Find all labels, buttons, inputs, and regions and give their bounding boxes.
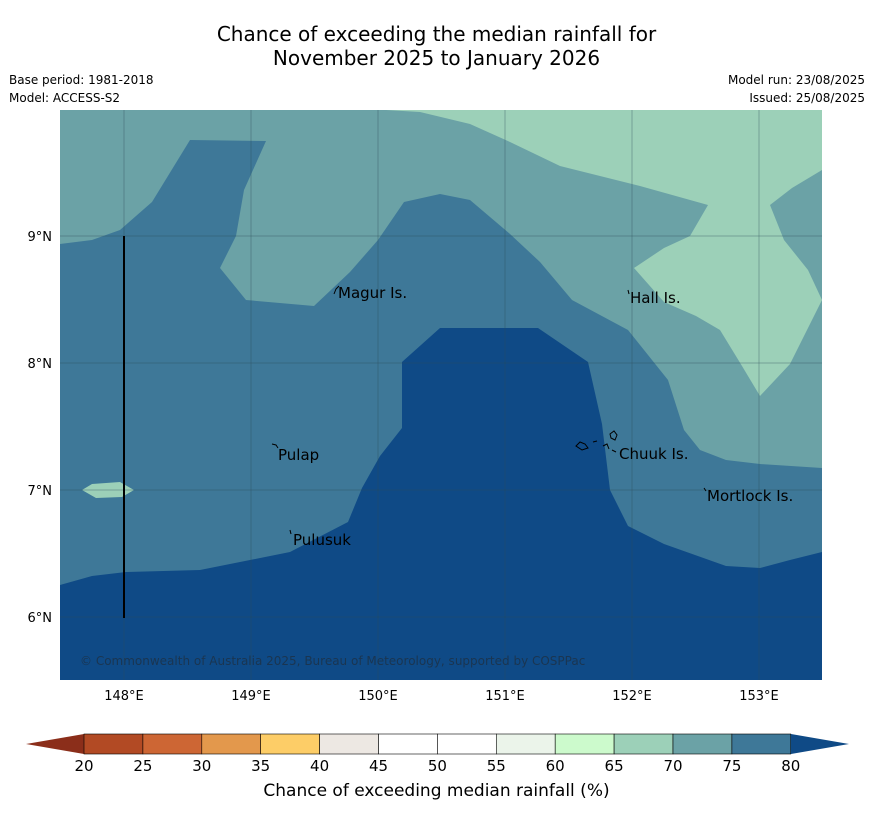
colorbar-cell-1 — [83, 733, 144, 755]
lon-label-153: 153°E — [739, 689, 779, 704]
colorbar-cell-4 — [260, 733, 320, 755]
meta-left: Base period: 1981-2018 Model: ACCESS-S2 — [9, 71, 154, 107]
colorbar-arrow-high — [791, 734, 849, 754]
magur-island-shape — [333, 285, 340, 295]
colorbar-cell-3 — [201, 733, 262, 755]
band-65-70-west-blob — [82, 482, 134, 498]
colorbar-tick-50: 50 — [428, 757, 447, 775]
colorbar-tick-20: 20 — [74, 757, 93, 775]
place-label-chuuk: Chuuk Is. — [619, 445, 688, 463]
title-line-2: November 2025 to January 2026 — [272, 46, 601, 70]
band-70-75 — [60, 110, 822, 468]
mortlock-island-shape — [703, 487, 707, 492]
lon-label-149: 149°E — [231, 689, 271, 704]
colorbar-arrow-low — [26, 734, 84, 754]
colorbar-tick-40: 40 — [310, 757, 329, 775]
model-run: Model run: 23/08/2025 — [727, 73, 865, 87]
pulusuk-island-shape — [289, 529, 292, 535]
place-label-hall: Hall Is. — [630, 289, 681, 307]
lon-label-148: 148°E — [104, 689, 144, 704]
meta-right: Model run: 23/08/2025 Issued: 25/08/2025 — [728, 71, 865, 107]
colorbar: 20 25 30 35 40 45 50 55 60 65 70 75 80 — [26, 733, 849, 775]
colorbar-tick-35: 35 — [251, 757, 270, 775]
model-name: Model: ACCESS-S2 — [9, 91, 121, 105]
issued-date: Issued: 25/08/2025 — [749, 91, 865, 105]
colorbar-tick-65: 65 — [605, 757, 624, 775]
place-label-pulap: Pulap — [278, 446, 319, 464]
pulap-island-shape — [271, 443, 279, 449]
colorbar-ticks: 20 25 30 35 40 45 50 55 60 65 70 75 80 — [74, 757, 800, 775]
colorbar-cell-9 — [554, 733, 615, 755]
copyright-notice: © Commonwealth of Australia 2025, Bureau… — [80, 654, 585, 668]
place-label-mortlock: Mortlock Is. — [707, 487, 793, 505]
colorbar-cell-10 — [613, 733, 674, 755]
place-label-pulusuk: Pulusuk — [293, 531, 351, 549]
colorbar-tick-75: 75 — [722, 757, 741, 775]
hall-island-shape — [627, 289, 630, 295]
colorbar-tick-55: 55 — [487, 757, 506, 775]
colorbar-tick-30: 30 — [192, 757, 211, 775]
map-plot-area — [60, 110, 822, 680]
chuuk-lagoon-shape — [575, 430, 618, 453]
colorbar-cell-12 — [731, 733, 792, 755]
colorbar-cell-6 — [378, 733, 438, 755]
colorbar-cell-8 — [495, 733, 556, 755]
colorbar-cell-11 — [672, 733, 733, 755]
band-over-80 — [60, 328, 822, 680]
colorbar-cells — [83, 733, 792, 755]
colorbar-tick-25: 25 — [133, 757, 152, 775]
islands — [271, 285, 707, 535]
lat-label-6: 6°N — [28, 611, 53, 626]
place-label-magur: Magur Is. — [338, 284, 407, 302]
colorbar-cell-2 — [142, 733, 203, 755]
colorbar-cell-7 — [437, 733, 497, 755]
lon-label-152: 152°E — [612, 689, 652, 704]
base-period: Base period: 1981-2018 — [9, 73, 154, 87]
chart-title: Chance of exceeding the median rainfall … — [0, 22, 873, 70]
colorbar-tick-70: 70 — [663, 757, 682, 775]
lat-label-8: 8°N — [28, 357, 53, 372]
colorbar-label: Chance of exceeding median rainfall (%) — [263, 781, 610, 801]
colorbar-tick-80: 80 — [781, 757, 800, 775]
colorbar-cell-5 — [319, 733, 379, 755]
band-65-70-northeast — [386, 110, 822, 396]
lat-label-7: 7°N — [28, 484, 53, 499]
colorbar-tick-45: 45 — [369, 757, 388, 775]
lon-label-151: 151°E — [485, 689, 525, 704]
colorbar-tick-60: 60 — [546, 757, 565, 775]
lon-label-150: 150°E — [358, 689, 398, 704]
lat-label-9: 9°N — [28, 230, 53, 245]
title-line-1: Chance of exceeding the median rainfall … — [216, 22, 657, 46]
